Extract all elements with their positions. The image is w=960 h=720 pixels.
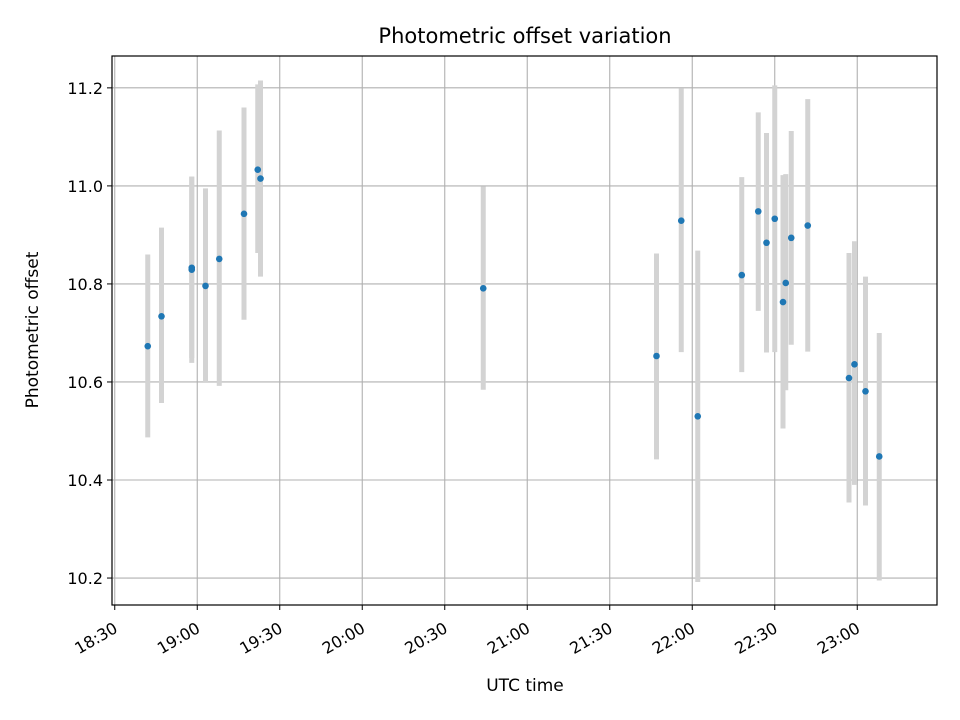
data-point: [862, 387, 869, 395]
data-point: [787, 234, 795, 242]
data-point: [851, 361, 858, 368]
error-bars: [145, 80, 882, 582]
x-tick-label: 20:30: [401, 618, 450, 658]
y-tick-label: 11.2: [67, 79, 103, 98]
y-tick-label: 10.4: [67, 471, 103, 490]
data-point: [202, 282, 209, 290]
data-point: [875, 453, 883, 460]
data-point: [754, 208, 762, 215]
data-point: [653, 352, 660, 360]
data-point: [254, 166, 262, 174]
y-tick-label: 10.2: [67, 569, 103, 588]
data-point: [257, 175, 264, 182]
x-tick-label: 18:30: [71, 618, 120, 658]
data-point: [677, 217, 685, 224]
data-point: [779, 298, 787, 306]
x-tick-label: 19:00: [154, 618, 203, 658]
x-tick-label: 21:30: [566, 618, 615, 658]
x-tick-label: 22:00: [649, 618, 698, 658]
data-point: [738, 271, 746, 279]
y-tick-label: 10.8: [67, 275, 103, 294]
data-point: [763, 239, 770, 247]
data-point: [782, 279, 790, 287]
data-point: [845, 374, 853, 382]
y-axis-label: Photometric offset: [23, 251, 43, 408]
data-point: [771, 215, 779, 223]
x-tick-label: 21:00: [484, 618, 533, 658]
x-axis-label: UTC time: [486, 676, 564, 696]
plot-frame: [111, 55, 938, 606]
data-point: [158, 312, 165, 320]
x-tick-label: 20:00: [319, 618, 368, 658]
y-tick-label: 10.6: [67, 373, 103, 392]
data-point: [215, 255, 223, 263]
y-tick-label: 11.0: [67, 177, 103, 196]
data-point: [694, 412, 702, 420]
data-point: [188, 266, 196, 274]
x-tick-label: 22:30: [731, 618, 780, 658]
x-tick-label: 19:30: [236, 618, 285, 658]
data-point: [804, 222, 812, 229]
grid: [112, 56, 937, 605]
x-tick-label: 23:00: [814, 618, 863, 658]
y-axis-ticks: 10.2 10.4 10.6 10.8 11.0 11.2: [67, 79, 112, 588]
data-point: [240, 210, 248, 218]
chart-title: Photometric offset variation: [378, 24, 671, 48]
data-point: [144, 342, 152, 350]
data-points: [144, 166, 883, 460]
x-axis-ticks: 18:30 19:00 19:30 20:00 20:30 21:00 21:30 22:00…: [71, 605, 863, 658]
data-point: [479, 285, 487, 292]
